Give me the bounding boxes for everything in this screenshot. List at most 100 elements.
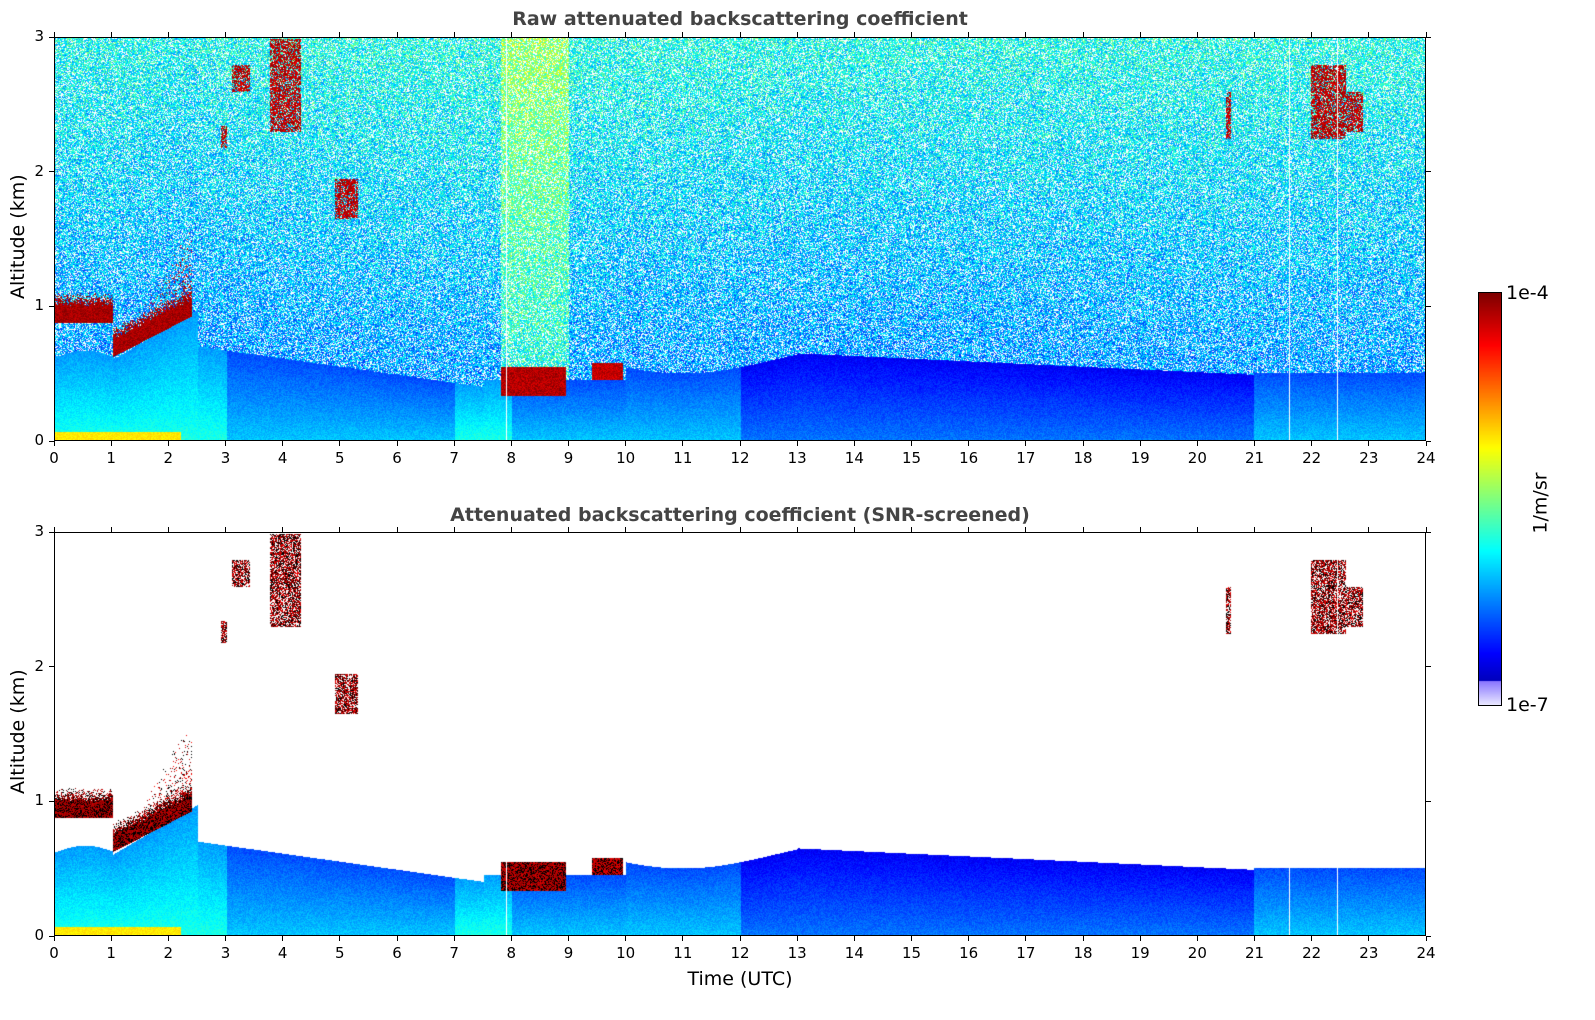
y-tick-label: 1	[34, 296, 44, 315]
x-tick-label: 16	[959, 944, 979, 962]
x-tick-mark-top	[110, 32, 112, 37]
x-tick-mark	[53, 441, 55, 446]
x-tick-label: 3	[220, 944, 231, 962]
x-tick-label: 10	[616, 944, 636, 962]
x-tick-mark	[1368, 936, 1370, 941]
x-tick-mark-top	[1368, 527, 1370, 532]
x-tick-label: 17	[1016, 449, 1036, 467]
x-tick-mark	[510, 441, 512, 446]
x-tick-mark-top	[853, 32, 855, 37]
colorbar-gradient	[1479, 293, 1501, 705]
y-tick-mark-right	[1426, 935, 1431, 937]
y-tick-mark	[49, 531, 54, 533]
top-panel-title: Raw attenuated backscattering coefficien…	[512, 8, 968, 30]
top-heatmap	[54, 37, 1426, 441]
y-tick-mark	[49, 36, 54, 38]
x-tick-mark-top	[110, 527, 112, 532]
y-tick-label: 2	[34, 656, 44, 675]
x-tick-mark	[339, 441, 341, 446]
x-tick-mark-top	[968, 32, 970, 37]
x-tick-mark-top	[510, 32, 512, 37]
x-tick-mark-top	[225, 527, 226, 532]
x-tick-mark-top	[1139, 527, 1141, 532]
x-tick-mark	[1139, 936, 1141, 941]
x-tick-label: 23	[1359, 944, 1379, 962]
x-tick-label: 12	[730, 449, 750, 467]
x-tick-mark	[1368, 441, 1370, 446]
x-tick-mark	[796, 441, 798, 446]
x-tick-label: 11	[673, 944, 693, 962]
x-tick-label: 14	[844, 944, 864, 962]
x-tick-label: 20	[1187, 944, 1207, 962]
x-tick-label: 15	[901, 944, 922, 962]
x-tick-mark	[453, 936, 455, 941]
x-tick-label: 7	[449, 944, 459, 962]
x-tick-mark	[53, 936, 55, 941]
y-tick-mark	[49, 935, 54, 937]
x-tick-label: 1	[106, 449, 116, 467]
y-tick-label: 1	[34, 791, 44, 810]
x-tick-mark	[1196, 936, 1198, 941]
x-tick-mark	[1196, 441, 1198, 446]
x-tick-label: 5	[335, 944, 345, 962]
colorbar	[1478, 292, 1502, 706]
x-tick-mark-top	[911, 32, 912, 37]
x-tick-mark-top	[853, 527, 855, 532]
top-heatmap-canvas	[55, 38, 1425, 440]
x-tick-mark	[739, 441, 741, 446]
x-tick-mark	[1254, 441, 1255, 446]
x-tick-mark	[1025, 441, 1027, 446]
colorbar-max-label: 1e-4	[1506, 282, 1549, 304]
x-tick-label: 15	[901, 449, 922, 467]
x-tick-label: 17	[1016, 944, 1036, 962]
x-tick-label: 18	[1073, 449, 1093, 467]
x-tick-label: 24	[1416, 944, 1436, 962]
y-tick-mark	[49, 305, 54, 307]
x-tick-label: 9	[563, 944, 574, 962]
x-tick-mark	[110, 441, 112, 446]
x-tick-mark-top	[396, 527, 398, 532]
x-tick-label: 21	[1244, 449, 1265, 467]
x-tick-mark-top	[1311, 32, 1313, 37]
x-tick-mark-top	[167, 527, 169, 532]
x-tick-mark-top	[1311, 527, 1313, 532]
y-tick-mark-right	[1426, 666, 1431, 668]
x-tick-mark	[339, 936, 341, 941]
x-tick-mark	[225, 441, 226, 446]
x-tick-mark	[1082, 936, 1084, 941]
colorbar-min-label: 1e-7	[1506, 694, 1549, 716]
x-tick-mark-top	[682, 527, 684, 532]
x-tick-mark-top	[225, 32, 226, 37]
x-tick-label: 13	[787, 449, 807, 467]
x-tick-mark	[1139, 441, 1141, 446]
x-tick-label: 6	[392, 944, 402, 962]
y-tick-mark-right	[1426, 36, 1431, 38]
x-tick-mark	[1025, 936, 1027, 941]
colorbar-unit-label: 1/m/sr	[1529, 472, 1552, 534]
x-tick-mark-top	[396, 32, 398, 37]
x-tick-label: 7	[449, 449, 459, 467]
x-tick-mark	[1425, 936, 1427, 941]
x-tick-label: 10	[616, 449, 636, 467]
x-tick-label: 2	[163, 944, 174, 962]
x-tick-label: 13	[787, 944, 807, 962]
x-tick-mark-top	[1368, 32, 1370, 37]
x-tick-mark-top	[1425, 32, 1427, 37]
x-tick-mark	[568, 936, 569, 941]
x-tick-mark	[1311, 936, 1313, 941]
x-tick-mark-top	[968, 527, 970, 532]
x-tick-mark	[911, 936, 912, 941]
x-tick-label: 2	[163, 449, 174, 467]
bottom-panel-title: Attenuated backscattering coefficient (S…	[450, 504, 1030, 526]
x-tick-mark-top	[453, 32, 455, 37]
x-tick-mark-top	[796, 527, 798, 532]
x-tick-label: 0	[49, 944, 59, 962]
y-tick-label: 0	[34, 431, 44, 449]
x-tick-label: 18	[1073, 944, 1093, 962]
x-tick-label: 4	[277, 449, 288, 467]
x-tick-mark	[1254, 936, 1255, 941]
y-tick-label: 0	[34, 926, 44, 944]
x-tick-mark-top	[625, 527, 627, 532]
bottom-heatmap	[54, 532, 1426, 936]
x-tick-mark	[682, 936, 684, 941]
